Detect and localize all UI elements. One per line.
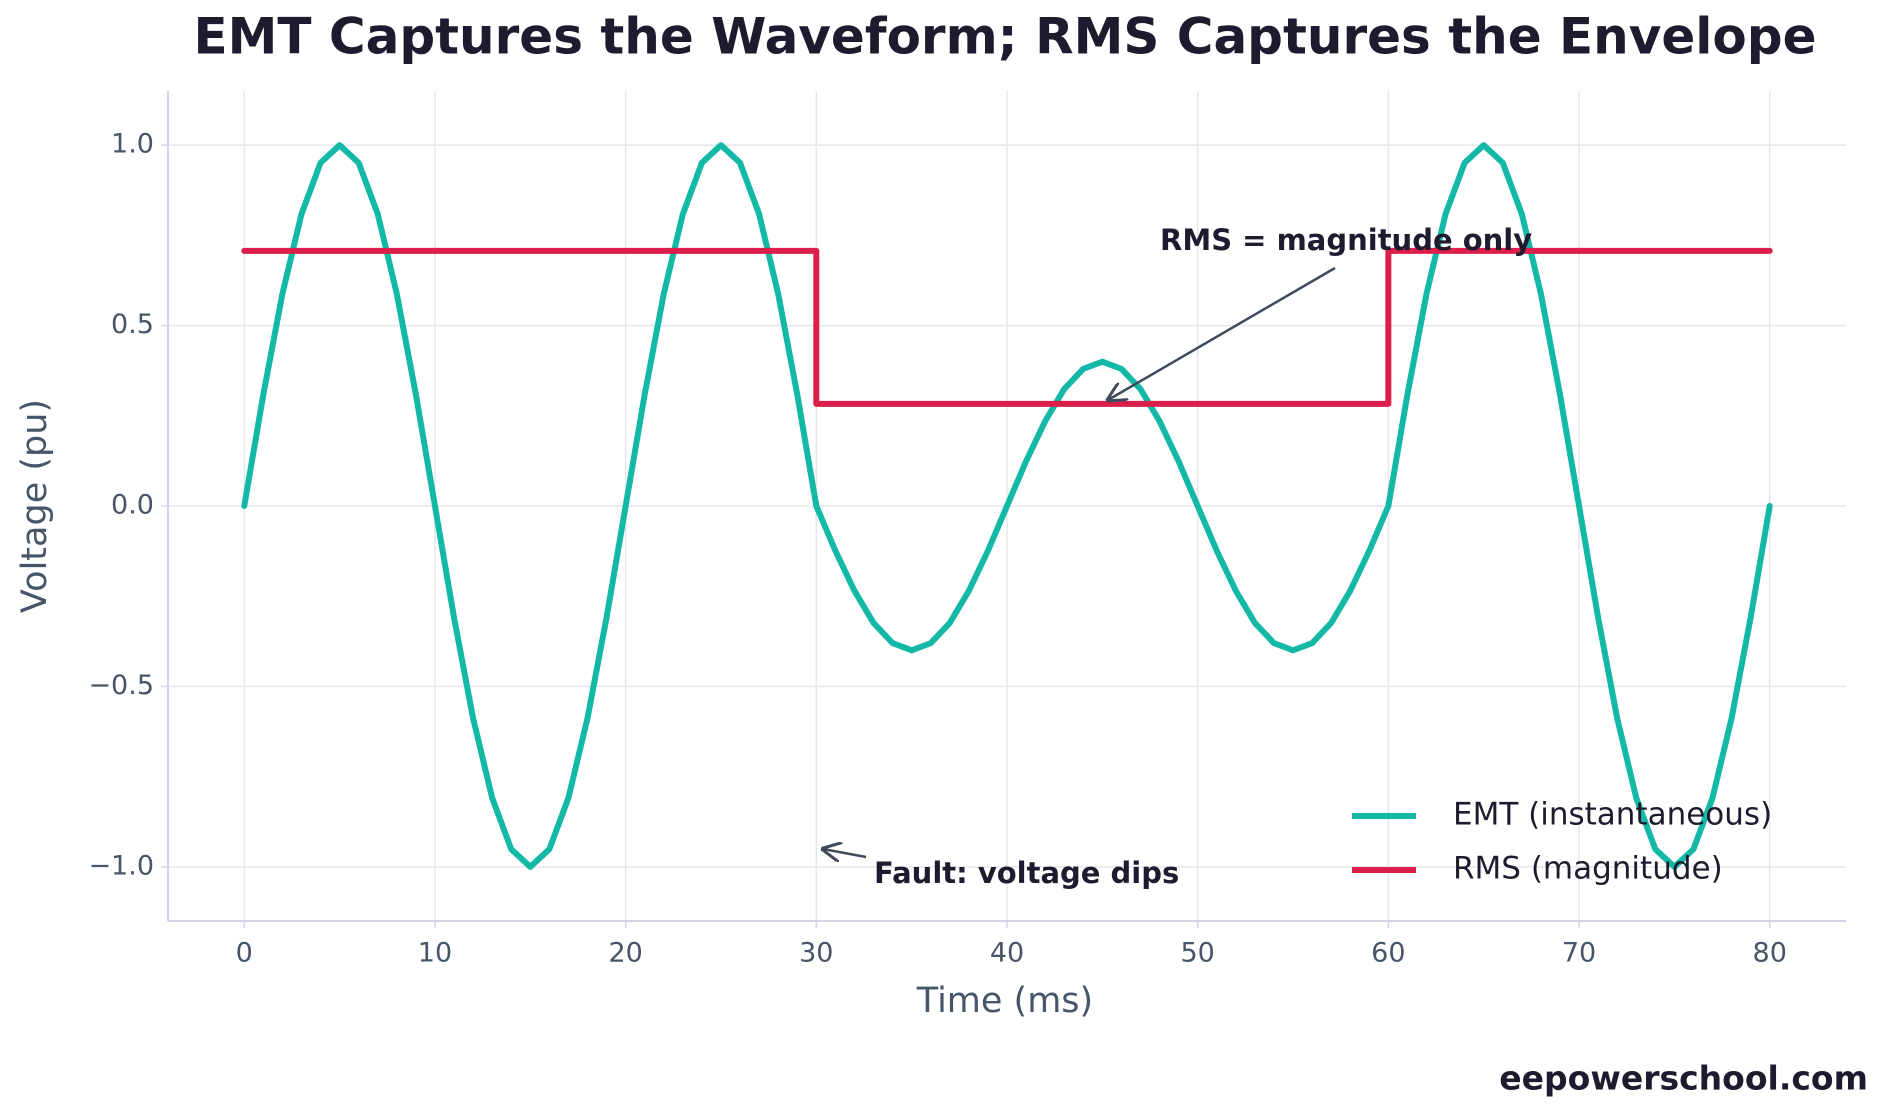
y-tick-label: 0.0 [111, 490, 154, 521]
annotation-arrow [823, 849, 867, 857]
y-tick-label: −0.5 [88, 670, 154, 701]
x-tick-label: 50 [1181, 938, 1215, 969]
y-tick-label: 1.0 [111, 129, 154, 160]
x-tick-label: 80 [1753, 938, 1787, 969]
y-tick-label: −1.0 [88, 850, 154, 881]
legend-label: RMS (magnitude) [1453, 851, 1723, 887]
x-tick-label: 0 [236, 938, 253, 969]
x-tick-label: 10 [418, 938, 452, 969]
annotation: Fault: voltage dips [874, 856, 1179, 890]
series-line [241, 142, 1773, 870]
x-tick-label: 20 [608, 938, 642, 969]
chart-title: EMT Captures the Waveform; RMS Captures … [194, 8, 1817, 66]
annotation: RMS = magnitude only [1160, 223, 1532, 257]
series-line [241, 247, 1773, 407]
x-tick-label: 70 [1562, 938, 1596, 969]
x-tick-label: 60 [1371, 938, 1405, 969]
y-tick-label: 0.5 [111, 309, 154, 340]
x-tick-label: 30 [799, 938, 833, 969]
legend-label: EMT (instantaneous) [1453, 797, 1772, 833]
x-axis-label: Time (ms) [916, 981, 1093, 1021]
footer: eepowerschool.com [1499, 1059, 1868, 1098]
y-axis-label: Voltage (pu) [15, 399, 55, 613]
annotation-arrow [1108, 266, 1336, 400]
x-tick-label: 40 [990, 938, 1024, 969]
